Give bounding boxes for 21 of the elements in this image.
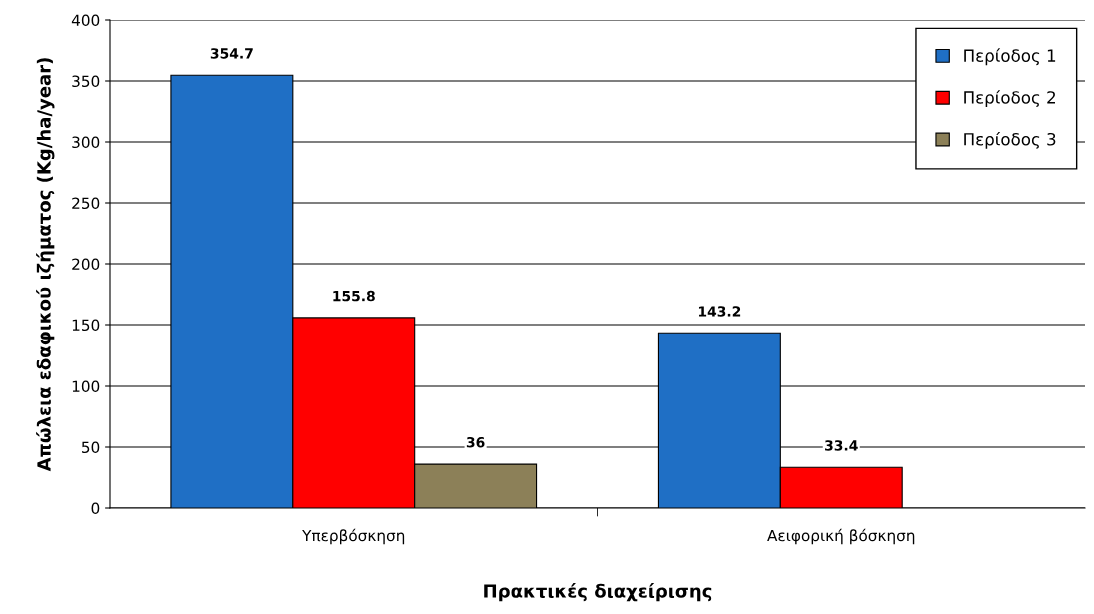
data-label: 354.7 xyxy=(210,48,253,59)
data-label: 36 xyxy=(466,436,485,448)
y-tick-label: 100 xyxy=(72,380,100,393)
y-tick-label: 200 xyxy=(72,258,100,271)
legend-label: Περίοδος 3 xyxy=(964,131,1056,149)
x-tick-label: Υπερβόσκηση xyxy=(302,528,405,545)
data-label: 33.4 xyxy=(825,440,858,451)
y-tick-label: 350 xyxy=(72,75,100,88)
y-tick-label: 50 xyxy=(82,441,100,454)
y-tick-label: 150 xyxy=(72,319,100,332)
y-axis-title: Απώλεια εδαφικού ιζήματος (Kg/ha/year) xyxy=(36,58,55,472)
y-tick-label: 250 xyxy=(72,197,100,210)
legend-label: Περίοδος 2 xyxy=(964,90,1055,107)
data-label: 143.2 xyxy=(698,306,741,317)
y-tick-label: 400 xyxy=(71,14,100,27)
x-axis-title: Πρακτικές διαχείρισης xyxy=(484,583,712,602)
y-tick-label: 0 xyxy=(91,502,100,515)
legend-label: Περίοδος 1 xyxy=(964,48,1056,66)
x-tick-label: Αειφορική βόσκηση xyxy=(767,528,915,545)
y-tick-label: 300 xyxy=(72,136,100,149)
data-label: 155.8 xyxy=(333,290,375,302)
